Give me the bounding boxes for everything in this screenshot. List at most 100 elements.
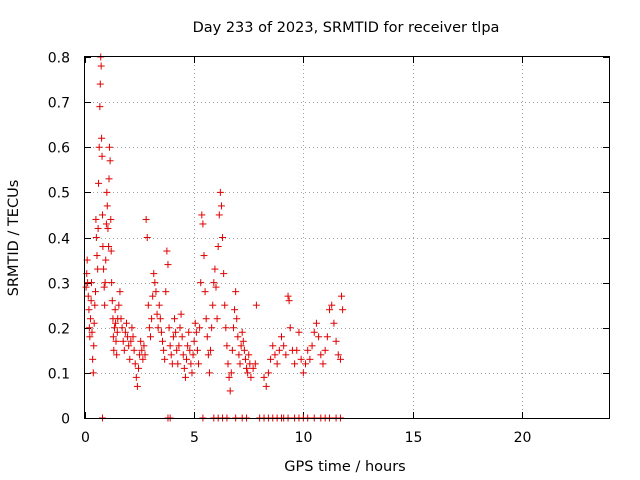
data-point	[162, 288, 170, 296]
data-point	[155, 301, 163, 309]
data-point	[92, 234, 100, 241]
data-point	[302, 360, 310, 368]
data-point	[199, 220, 207, 228]
data-point	[139, 355, 147, 363]
data-point	[167, 351, 175, 359]
gridlines	[85, 57, 609, 418]
x-tick-labels: 0 5 10 15 20	[81, 430, 531, 446]
data-point	[105, 243, 113, 251]
data-point	[282, 351, 290, 359]
data-point	[260, 373, 268, 381]
data-point	[137, 337, 145, 345]
data-point	[112, 319, 120, 327]
data-point	[275, 346, 283, 354]
data-point	[319, 360, 327, 368]
data-point	[221, 301, 229, 309]
x-tick-label: 5	[190, 430, 199, 446]
data-point	[89, 369, 97, 377]
data-point	[326, 306, 334, 314]
data-point	[317, 351, 325, 359]
data-point	[96, 103, 104, 111]
data-point	[226, 387, 234, 395]
data-point	[115, 301, 123, 309]
data-point	[98, 152, 106, 160]
data-point	[304, 346, 312, 354]
data-point	[127, 337, 135, 345]
data-point	[181, 373, 189, 381]
data-point	[82, 283, 90, 291]
data-point	[103, 188, 111, 196]
data-point	[101, 301, 109, 309]
data-point	[280, 342, 288, 350]
data-point	[93, 252, 101, 260]
data-point	[312, 319, 320, 327]
data-point	[213, 315, 221, 323]
data-point	[141, 351, 149, 359]
data-point	[208, 324, 216, 332]
data-point	[144, 301, 152, 309]
data-point	[209, 301, 217, 309]
data-point	[249, 364, 257, 372]
data-point	[244, 369, 252, 377]
data-point	[201, 288, 209, 296]
data-point	[107, 247, 115, 255]
data-point	[105, 175, 113, 183]
y-tick-label: 0.3	[48, 277, 70, 293]
data-point	[164, 261, 172, 269]
data-point	[228, 346, 236, 354]
plot-frame	[84, 56, 610, 419]
data-point	[229, 324, 237, 332]
data-point	[94, 224, 102, 232]
data-point	[113, 351, 121, 359]
data-point	[189, 351, 197, 359]
axis-ticks	[85, 57, 609, 419]
data-point	[166, 342, 174, 350]
data-point	[278, 333, 285, 341]
data-point	[131, 360, 139, 368]
data-point	[284, 292, 292, 300]
data-point	[190, 337, 198, 345]
data-point	[330, 319, 338, 327]
data-point	[243, 364, 251, 372]
data-point	[336, 355, 344, 363]
data-point	[269, 342, 277, 350]
data-point	[198, 211, 206, 219]
data-point	[169, 333, 177, 341]
data-point	[222, 324, 230, 332]
data-point	[264, 369, 272, 377]
data-point	[225, 373, 233, 381]
data-point	[163, 247, 171, 255]
data-point	[133, 382, 141, 390]
data-point	[113, 328, 121, 336]
data-point	[132, 373, 140, 381]
data-point	[106, 157, 114, 165]
data-point	[91, 288, 99, 296]
data-point	[315, 333, 323, 341]
data-point	[95, 143, 103, 151]
data-point	[103, 202, 111, 210]
data-point	[145, 324, 153, 332]
data-point	[107, 215, 115, 223]
data-point	[187, 360, 195, 368]
data-point	[88, 279, 96, 287]
data-point	[87, 297, 95, 305]
data-point	[176, 324, 184, 332]
data-point	[210, 279, 218, 287]
data-point	[207, 346, 215, 354]
data-point	[126, 355, 134, 363]
data-point	[224, 360, 232, 368]
data-point	[147, 333, 154, 341]
data-point	[323, 333, 331, 341]
data-point	[267, 355, 275, 363]
data-point	[180, 364, 188, 372]
data-point	[157, 328, 165, 336]
data-point	[232, 288, 240, 296]
data-point	[184, 342, 192, 350]
data-point	[332, 337, 340, 345]
data-point	[291, 360, 299, 368]
data-point	[211, 265, 219, 273]
data-point	[108, 279, 116, 287]
y-axis-label: SRMTID / TECUs	[6, 180, 22, 297]
data-point	[128, 324, 136, 332]
